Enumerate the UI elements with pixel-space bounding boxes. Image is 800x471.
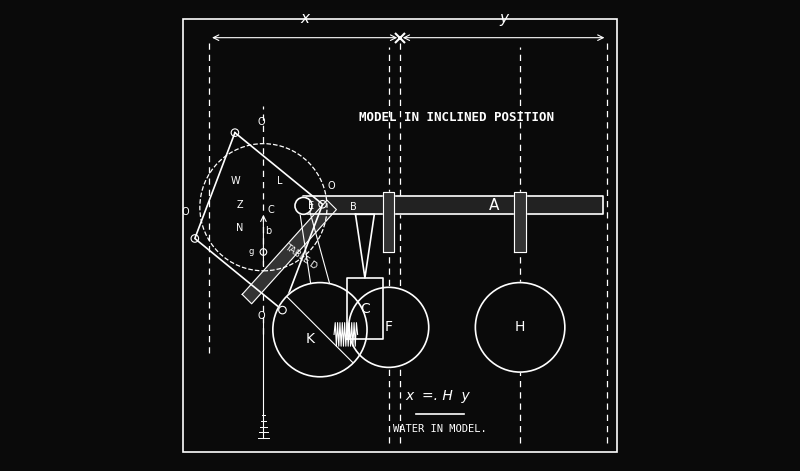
Text: WATER IN MODEL.: WATER IN MODEL. <box>393 423 487 434</box>
Circle shape <box>273 283 367 377</box>
Text: O: O <box>258 117 265 128</box>
Text: O: O <box>182 207 190 217</box>
Polygon shape <box>514 192 526 252</box>
Text: K: K <box>306 332 315 346</box>
Circle shape <box>475 283 565 372</box>
Text: E: E <box>308 201 314 211</box>
Polygon shape <box>303 196 602 214</box>
Text: Z: Z <box>237 200 243 210</box>
Text: y: y <box>499 11 508 26</box>
Circle shape <box>295 197 312 214</box>
Text: x: x <box>300 11 309 26</box>
Text: x  =. H  y: x =. H y <box>406 389 470 403</box>
Text: N: N <box>236 223 243 234</box>
Polygon shape <box>242 200 337 304</box>
Text: B: B <box>350 202 357 212</box>
Circle shape <box>349 287 429 367</box>
Text: L: L <box>277 176 282 187</box>
Text: TABLE D: TABLE D <box>283 242 319 271</box>
Text: C: C <box>360 301 370 316</box>
Text: W: W <box>230 176 240 187</box>
Text: F: F <box>385 320 393 334</box>
Text: H: H <box>515 320 526 334</box>
Text: C: C <box>267 204 274 215</box>
Text: b: b <box>265 226 271 236</box>
Polygon shape <box>383 192 394 252</box>
Text: g: g <box>249 247 254 257</box>
Text: O: O <box>258 310 265 321</box>
Text: MODEL IN INCLINED POSITION: MODEL IN INCLINED POSITION <box>359 111 554 124</box>
Text: O: O <box>328 181 335 191</box>
Text: A: A <box>489 198 499 213</box>
